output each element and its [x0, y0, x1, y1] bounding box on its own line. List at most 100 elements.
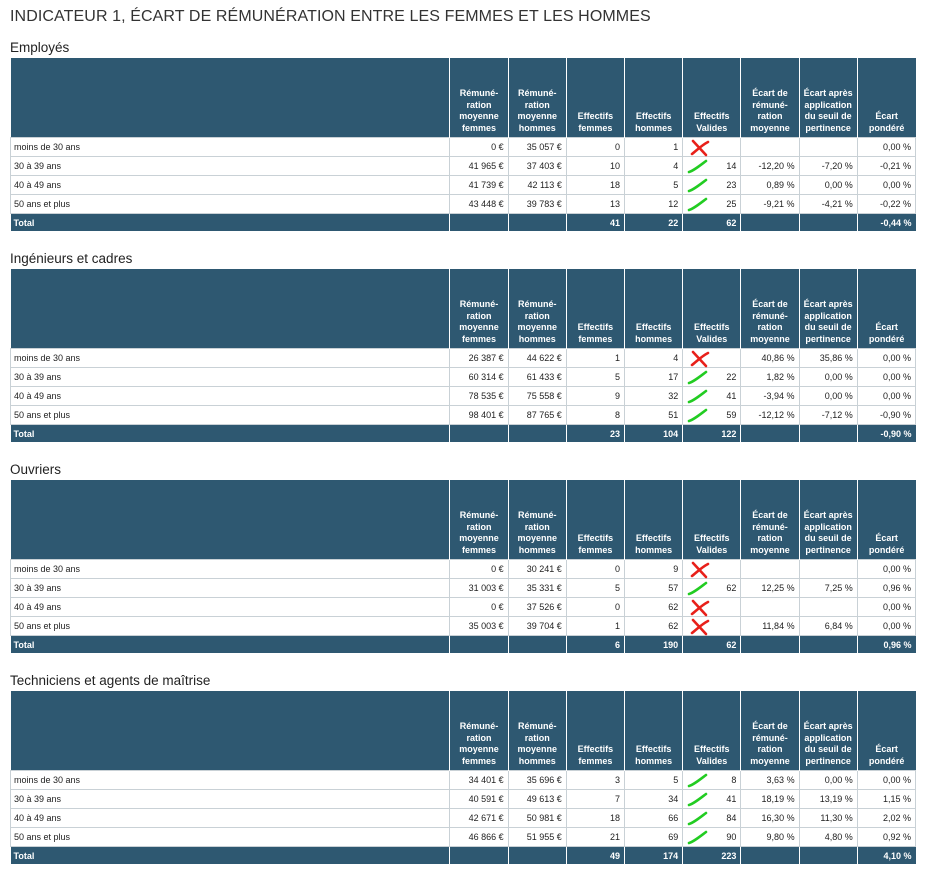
- cell-rem-h: 39 783 €: [507, 194, 567, 214]
- cell-valides: [682, 137, 742, 157]
- total-empty: [449, 213, 509, 231]
- cell-ecart-seuil: [798, 559, 858, 579]
- row-label: 40 à 49 ans: [9, 808, 451, 828]
- cross-icon: [689, 561, 711, 579]
- column-header: Écart de rémuné-ration moyenne: [740, 480, 800, 560]
- column-header: Rémuné-ration moyenne femmes: [449, 480, 509, 560]
- cell-eff-f: 3: [565, 770, 626, 790]
- table-row: 30 à 39 ans 41 965 €37 403 €10 4 14 -12,20 %…: [9, 156, 917, 176]
- cell-eff-h: 4: [624, 156, 684, 176]
- table-row: moins de 30 ans 0 €35 057 €0 1 0,00 %: [9, 137, 917, 157]
- cell-ecart: 40,86 %: [740, 348, 800, 368]
- data-table: Rémuné-ration moyenne femmes Rémuné-ratio…: [9, 269, 917, 442]
- cell-eff-f: 18: [565, 175, 626, 195]
- column-header: Écart après application du seuil de pert…: [799, 691, 858, 771]
- column-header: Écart pondéré: [857, 269, 916, 349]
- cell-eff-f: 1: [565, 616, 626, 636]
- section-title: Employés: [10, 40, 70, 55]
- column-header: Écart pondéré: [857, 480, 916, 560]
- total-eff-h: 190: [624, 635, 684, 653]
- cell-rem-f: 0 €: [449, 559, 509, 579]
- column-header: Effectifs Valides: [682, 480, 742, 560]
- cell-rem-h: 42 113 €: [507, 175, 567, 195]
- cell-ecart: [740, 559, 800, 579]
- column-header: Rémuné-ration moyenne femmes: [449, 269, 509, 349]
- total-eff-f: 23: [566, 424, 626, 442]
- cell-ecart: [740, 597, 800, 617]
- table-row: 40 à 49 ans 0 €37 526 €0 62 0,00 %: [9, 597, 917, 617]
- cell-rem-h: 49 613 €: [507, 789, 567, 809]
- total-valides: 122: [682, 424, 742, 442]
- row-label: moins de 30 ans: [9, 559, 451, 579]
- column-header: Rémuné-ration moyenne hommes: [508, 269, 567, 349]
- cell-eff-f: 5: [565, 578, 626, 598]
- cell-valides: 59: [682, 405, 742, 425]
- table-row: moins de 30 ans 0 €30 241 €0 9 0,00 %: [9, 559, 917, 579]
- cell-eff-f: 18: [565, 808, 626, 828]
- column-header: Effectifs femmes: [566, 269, 626, 349]
- cell-valides: 8: [682, 770, 742, 790]
- total-empty: [799, 846, 858, 864]
- total-label: Total: [10, 635, 451, 653]
- cell-ecart: -9,21 %: [740, 194, 800, 214]
- cell-ecart-seuil: 13,19 %: [798, 789, 858, 809]
- cell-ecart: 16,30 %: [740, 808, 800, 828]
- column-header: Rémuné-ration moyenne hommes: [508, 480, 567, 560]
- cell-pondere: -0,21 %: [856, 156, 917, 176]
- cell-rem-f: 42 671 €: [449, 808, 509, 828]
- row-label: 50 ans et plus: [9, 616, 451, 636]
- total-empty: [799, 213, 858, 231]
- table-row: 50 ans et plus 98 401 €87 765 €8 51 59 -12,1…: [9, 405, 917, 425]
- cell-ecart-seuil: -7,20 %: [798, 156, 858, 176]
- total-empty: [508, 424, 567, 442]
- cell-ecart-seuil: [798, 597, 858, 617]
- cell-valides: 62: [682, 578, 742, 598]
- row-label: 30 à 39 ans: [9, 156, 451, 176]
- row-label: 50 ans et plus: [9, 405, 451, 425]
- total-row: Total 6 190 62 0,96 %: [10, 635, 916, 653]
- cell-pondere: 0,00 %: [856, 597, 917, 617]
- cell-rem-f: 35 003 €: [449, 616, 509, 636]
- cell-ecart: 0,89 %: [740, 175, 800, 195]
- total-row: Total 49 174 223 4,10 %: [10, 846, 916, 864]
- cell-pondere: 0,00 %: [856, 559, 917, 579]
- row-label: 30 à 39 ans: [9, 789, 451, 809]
- cell-ecart: 3,63 %: [740, 770, 800, 790]
- cell-rem-f: 98 401 €: [449, 405, 509, 425]
- cell-rem-f: 0 €: [449, 137, 509, 157]
- column-header: Écart après application du seuil de pert…: [799, 58, 858, 138]
- cell-ecart: 1,82 %: [740, 367, 800, 387]
- table-row: 30 à 39 ans 40 591 €49 613 €7 34 41 18,19 % 1…: [9, 789, 917, 809]
- cell-pondere: 0,00 %: [856, 137, 917, 157]
- cell-ecart: -3,94 %: [740, 386, 800, 406]
- total-label: Total: [10, 213, 451, 231]
- cell-ecart: 18,19 %: [740, 789, 800, 809]
- cell-eff-h: 12: [624, 194, 684, 214]
- section-title: Ingénieurs et cadres: [10, 251, 133, 266]
- cell-eff-h: 17: [624, 367, 684, 387]
- cell-pondere: 0,00 %: [856, 616, 917, 636]
- column-header: Effectifs hommes: [624, 480, 684, 560]
- cell-ecart-seuil: 4,80 %: [798, 827, 858, 847]
- table-row: 40 à 49 ans 41 739 €42 113 €18 5 23 0,89 % 0,…: [9, 175, 917, 195]
- row-label: 30 à 39 ans: [9, 578, 451, 598]
- total-empty: [508, 213, 567, 231]
- cell-rem-h: 87 765 €: [507, 405, 567, 425]
- cell-rem-f: 43 448 €: [449, 194, 509, 214]
- cell-rem-h: 44 622 €: [507, 348, 567, 368]
- row-label: 30 à 39 ans: [9, 367, 451, 387]
- cell-rem-h: 35 331 €: [507, 578, 567, 598]
- cell-ecart: 12,25 %: [740, 578, 800, 598]
- cell-eff-h: 66: [624, 808, 684, 828]
- cross-icon: [689, 350, 711, 368]
- cell-ecart-seuil: 6,84 %: [798, 616, 858, 636]
- cell-eff-f: 0: [565, 137, 626, 157]
- cell-eff-h: 34: [624, 789, 684, 809]
- cell-valides: 23: [682, 175, 742, 195]
- cell-ecart: 11,84 %: [740, 616, 800, 636]
- total-empty: [449, 424, 509, 442]
- cell-rem-f: 31 003 €: [449, 578, 509, 598]
- check-icon: [687, 369, 709, 387]
- row-label: moins de 30 ans: [9, 770, 451, 790]
- check-icon: [687, 580, 709, 598]
